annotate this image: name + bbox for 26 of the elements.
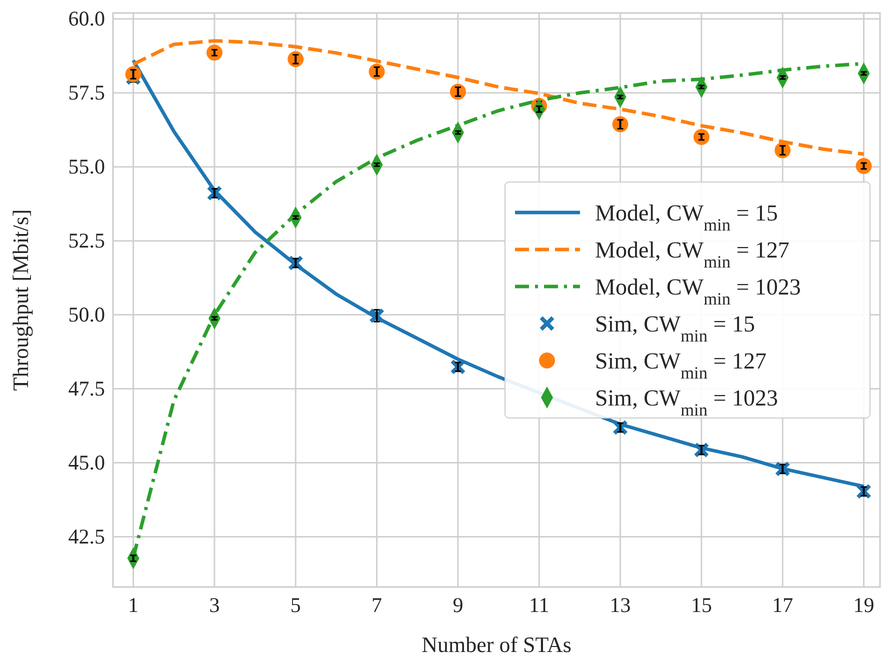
x-tick-label: 19: [853, 592, 874, 617]
legend-label: Model, CW$_{min}$ = 15: [595, 200, 778, 234]
x-tick-label: 7: [372, 592, 382, 617]
y-axis-title: Throughput [Mbit/s]: [8, 209, 33, 391]
y-tick-label: 45.0: [68, 450, 105, 474]
x-tick-label: 15: [690, 592, 712, 617]
legend-label: Sim, CW$_{min}$ = 15: [595, 312, 755, 345]
y-tick-label: 50.0: [68, 302, 105, 327]
legend-label: Sim, CW$_{min}$ = 127: [595, 348, 766, 382]
x-tick-label: 5: [290, 592, 301, 617]
y-tick-label: 60.0: [68, 6, 105, 31]
y-tick-label: 47.5: [68, 376, 105, 400]
legend-label: Model, CW$_{min}$ = 127: [595, 238, 790, 271]
x-tick-label: 13: [610, 592, 631, 617]
legend-label: Sim, CW$_{min}$ = 1023: [595, 386, 778, 419]
x-tick-label: 17: [772, 592, 794, 617]
y-tick-label: 52.5: [68, 228, 105, 253]
y-tick-label: 57.5: [68, 80, 105, 105]
y-tick-label: 55.0: [68, 154, 105, 179]
x-tick-label: 11: [528, 592, 550, 617]
y-tick-label: 42.5: [68, 524, 105, 548]
x-tick-label: 3: [209, 592, 220, 617]
legend-label: Model, CW$_{min}$ = 1023: [595, 274, 801, 308]
x-tick-label: 1: [128, 592, 139, 617]
x-axis-title: Number of STAs: [422, 632, 572, 657]
x-tick-label: 9: [452, 592, 464, 617]
